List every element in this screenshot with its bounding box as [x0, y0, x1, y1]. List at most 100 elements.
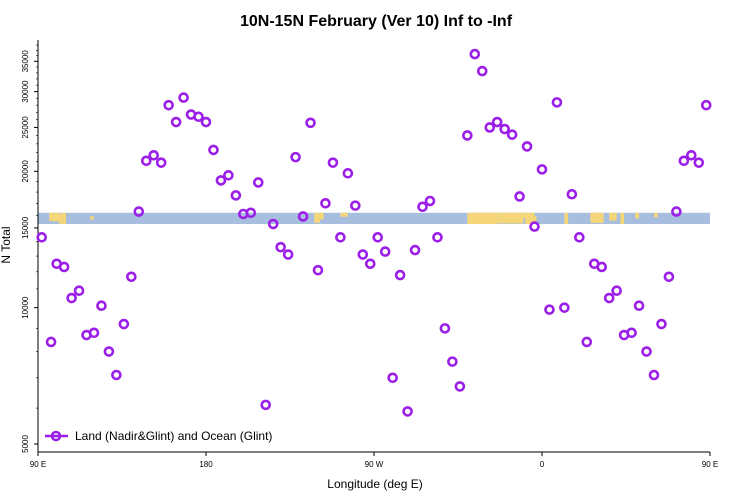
data-point: [603, 292, 615, 304]
data-point: [506, 129, 518, 140]
data-point: [574, 232, 585, 243]
data-point: [45, 336, 57, 348]
data-point: [559, 302, 570, 313]
data-point: [551, 97, 563, 108]
land-patch: [590, 212, 604, 223]
x-tick-label: 90 E: [702, 460, 718, 469]
data-point: [163, 99, 174, 111]
data-point: [312, 264, 324, 276]
data-point: [290, 151, 301, 163]
data-point: [447, 356, 458, 367]
data-point: [521, 141, 533, 152]
data-point: [193, 111, 204, 123]
data-point: [499, 123, 510, 135]
x-tick-label: 180: [199, 460, 213, 469]
data-point: [58, 261, 70, 273]
land-ocean-map-band: [38, 212, 710, 225]
land-patch: [61, 212, 66, 225]
data-point: [364, 258, 376, 270]
data-point: [417, 201, 428, 213]
data-point: [656, 318, 667, 330]
data-point: [566, 188, 578, 200]
y-tick-label: 30000: [21, 80, 30, 103]
data-point: [111, 369, 122, 381]
data-point: [275, 241, 286, 253]
data-point: [282, 249, 294, 260]
x-tick-label: 90 W: [365, 460, 384, 469]
data-point: [693, 157, 705, 168]
data-point: [469, 48, 481, 60]
data-point: [432, 232, 443, 243]
x-tick-label: 0: [540, 460, 545, 469]
data-point: [208, 144, 219, 156]
legend: Land (Nadir&Glint) and Ocean (Glint): [45, 429, 272, 443]
data-point: [544, 304, 555, 315]
data-point: [424, 195, 436, 207]
y-tick-label: 15000: [21, 216, 30, 239]
data-point: [148, 149, 160, 161]
data-point: [223, 170, 234, 181]
data-point: [641, 346, 652, 357]
x-axis-title: Longitude (deg E): [327, 477, 422, 491]
data-point: [36, 232, 48, 243]
y-tick-label: 20000: [21, 160, 30, 183]
data-point: [267, 218, 279, 230]
ocean-band: [38, 212, 710, 225]
data-point: [230, 190, 242, 201]
data-point: [350, 200, 361, 211]
data-point: [387, 372, 398, 384]
legend-marker-swatch: [50, 430, 62, 442]
data-point: [663, 271, 675, 283]
data-point: [342, 168, 354, 179]
legend-entry-label: Land (Nadir&Glint) and Ocean (Glint): [75, 429, 272, 443]
data-point: [96, 300, 107, 311]
data-point: [357, 249, 369, 260]
data-point: [633, 300, 645, 311]
data-point: [581, 336, 593, 348]
data-point: [252, 177, 264, 188]
data-point: [514, 191, 525, 202]
data-point: [686, 149, 697, 161]
data-point: [126, 271, 137, 283]
y-tick-label: 35000: [21, 50, 30, 73]
data-point: [536, 164, 548, 175]
data-point: [140, 155, 152, 167]
data-point: [394, 269, 406, 281]
data-point: [170, 116, 182, 128]
land-patch: [319, 212, 324, 220]
land-patch: [467, 212, 498, 225]
data-point: [200, 116, 212, 128]
data-point: [402, 406, 413, 417]
data-point: [297, 211, 309, 222]
data-point: [118, 318, 130, 330]
data-point: [155, 157, 167, 168]
data-point: [626, 327, 637, 339]
land-patch: [620, 212, 625, 225]
y-tick-label: 25000: [21, 116, 30, 139]
data-point: [260, 399, 272, 411]
data-point: [439, 323, 451, 334]
data-point: [671, 206, 682, 217]
x-tick-label: 90 E: [30, 460, 46, 469]
data-point: [409, 244, 421, 256]
data-point: [335, 232, 346, 243]
chart-title: 10N-15N February (Ver 10) Inf to -Inf: [240, 13, 513, 30]
data-point: [596, 261, 608, 273]
data-point: [88, 327, 100, 339]
y-tick-label: 5000: [21, 435, 30, 453]
data-point: [103, 346, 115, 357]
data-point: [484, 122, 496, 133]
data-point: [178, 92, 189, 103]
land-patch: [314, 212, 320, 223]
land-patch: [609, 212, 617, 221]
data-point: [327, 157, 339, 168]
land-patch: [635, 212, 640, 219]
y-tick-label: 10000: [21, 296, 30, 319]
data-point: [476, 65, 488, 77]
data-point: [678, 155, 690, 167]
data-point: [611, 285, 622, 297]
data-point: [491, 116, 503, 128]
land-patch: [525, 216, 537, 225]
data-point: [454, 381, 466, 392]
